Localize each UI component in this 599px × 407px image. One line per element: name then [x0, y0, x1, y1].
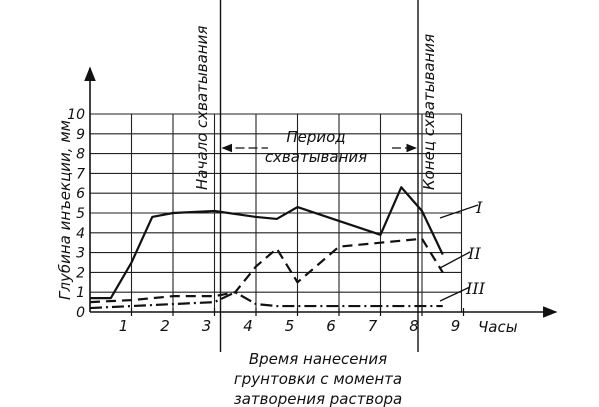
- bottom-caption-line2: грунтовки с момента: [234, 370, 402, 388]
- series-leader-II: [439, 251, 471, 269]
- series-line-I: [90, 186, 444, 300]
- period-label-line1: Период: [286, 128, 345, 146]
- x-tick-label-9: 9: [451, 317, 461, 335]
- series-label-II: II: [467, 244, 481, 263]
- series-label-I: I: [475, 198, 483, 217]
- series-label-III: III: [465, 279, 486, 298]
- x-tick-label-3: 3: [202, 317, 212, 335]
- x-tick-label-5: 5: [285, 317, 295, 335]
- tick-labels: 1 2 3 4 5 6 7 8 9 0 1 2 3 4 5 6 7 8 9 10: [67, 107, 465, 335]
- x-tick-label-2: 2: [160, 317, 170, 335]
- y-tick-label-1: 1: [76, 285, 85, 301]
- y-tick-label-6: 6: [76, 186, 85, 202]
- y-tick-label-8: 8: [76, 147, 85, 163]
- grid: [90, 113, 463, 312]
- x-tick-label-6: 6: [326, 317, 336, 335]
- bottom-caption-line1: Время нанесения: [249, 350, 387, 368]
- bottom-caption-line3: затворения раствора: [234, 390, 402, 407]
- y-axis-label: Глубина инъекции, мм: [56, 120, 74, 300]
- series-line-III: [89, 291, 443, 310]
- y-tick-label-9: 9: [76, 127, 85, 143]
- period-label-line2: схватывания: [265, 148, 367, 166]
- y-tick-label-5: 5: [76, 206, 85, 222]
- x-tick-label-7: 7: [368, 317, 378, 335]
- axes: [84, 66, 558, 318]
- x-tick-label-4: 4: [243, 317, 253, 335]
- series-leader-III: [439, 286, 471, 302]
- setting-end-label: Конец схватывания: [420, 34, 438, 190]
- series-line-II: [89, 237, 444, 304]
- x-tick-label-8: 8: [409, 317, 419, 335]
- y-tick-label-4: 4: [76, 226, 85, 242]
- y-tick-label-2: 2: [76, 265, 85, 281]
- y-tick-label-10: 10: [67, 107, 85, 123]
- series-leader-I: [439, 204, 479, 219]
- x-tick-label-1: 1: [119, 317, 129, 335]
- setting-markers: [219, 0, 419, 352]
- y-tick-label-0: 0: [76, 305, 85, 321]
- y-tick-label-3: 3: [76, 246, 85, 262]
- y-tick-label-7: 7: [76, 166, 85, 182]
- setting-start-label: Начало схватывания: [193, 26, 211, 190]
- x-axis-label: Часы: [478, 318, 518, 336]
